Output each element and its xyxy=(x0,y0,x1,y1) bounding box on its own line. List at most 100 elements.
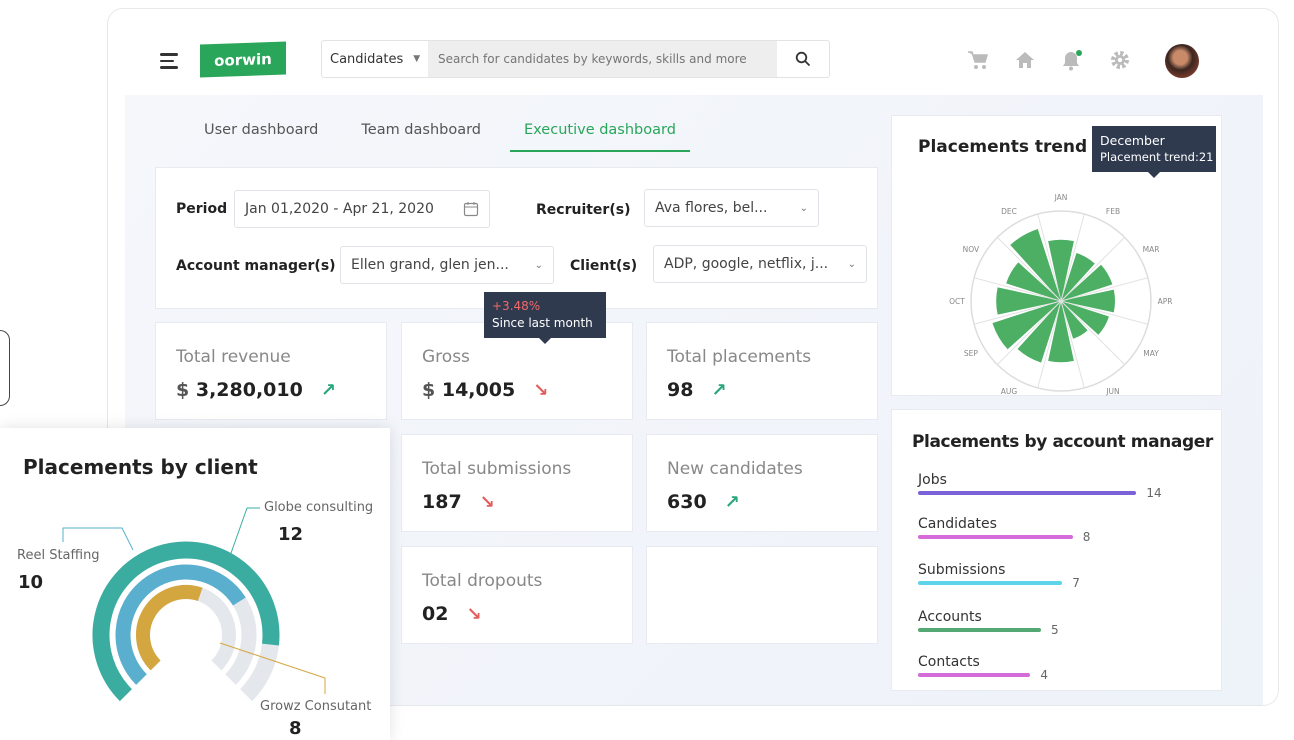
tab-user-dashboard[interactable]: User dashboard xyxy=(204,122,319,138)
radial-bar-chart xyxy=(62,507,326,702)
search-button[interactable] xyxy=(777,41,829,77)
bar-value: 7 xyxy=(1072,576,1080,590)
menu-icon[interactable] xyxy=(160,53,178,73)
polar-wedge-jan[interactable] xyxy=(1048,239,1074,301)
period-value: Jan 01,2020 - Apr 21, 2020 xyxy=(245,201,434,217)
bar-accounts[interactable] xyxy=(918,628,1041,632)
chart-title: Placements trend xyxy=(918,137,1088,157)
search-bar: Candidates ▼ xyxy=(321,40,830,78)
polar-wedge-jul[interactable] xyxy=(1048,301,1074,363)
tooltip-change: +3.48% xyxy=(492,299,541,313)
stat-label: Gross xyxy=(422,347,470,367)
series-value: 10 xyxy=(18,572,44,593)
bell-icon[interactable] xyxy=(1060,48,1084,72)
polar-tooltip: December Placement trend:21 xyxy=(1092,126,1216,178)
polar-axis-label: MAY xyxy=(1143,349,1159,358)
client-label: Client(s) xyxy=(570,258,638,274)
bar-value: 14 xyxy=(1146,486,1162,500)
caret-down-icon: ▼ xyxy=(413,54,421,64)
avatar[interactable] xyxy=(1165,44,1199,78)
series-label: Globe consulting xyxy=(264,500,374,515)
decorative-circle xyxy=(0,330,10,406)
polar-axis-label: NOV xyxy=(963,245,980,254)
stat-value: 630 xyxy=(667,491,707,513)
period-date-picker[interactable]: Jan 01,2020 - Apr 21, 2020 xyxy=(234,190,490,228)
bar-jobs[interactable] xyxy=(918,491,1137,495)
chart-title: Placements by client xyxy=(23,455,258,479)
account-manager-label: Account manager(s) xyxy=(176,258,336,274)
stat-value: 14,005 xyxy=(441,379,516,401)
logo-text: oorwin xyxy=(214,49,272,70)
polar-axis-label: APR xyxy=(1158,297,1173,306)
stat-card[interactable]: New candidates 630 ↗ xyxy=(646,434,878,532)
bar-value: 8 xyxy=(1082,530,1091,544)
polar-spoke xyxy=(973,277,1062,302)
stat-card[interactable]: Total revenue $ 3,280,010 ↗ xyxy=(155,322,387,420)
leader-line xyxy=(219,642,326,694)
bar-label: Submissions xyxy=(918,562,1006,578)
bar-candidates[interactable] xyxy=(918,535,1073,539)
polar-axis-label: MAR xyxy=(1143,245,1160,254)
polar-wedge-oct[interactable] xyxy=(996,287,1061,315)
polar-wedge-feb[interactable] xyxy=(1061,253,1095,301)
cart-icon[interactable] xyxy=(966,48,990,72)
arrow-up-right-icon: ↗ xyxy=(711,379,727,401)
tab-team-dashboard[interactable]: Team dashboard xyxy=(361,122,482,138)
tooltip-note: Since last month xyxy=(492,316,593,330)
search-category-select[interactable]: Candidates ▼ xyxy=(322,41,428,77)
bar-label: Accounts xyxy=(918,609,982,625)
bar-value: 4 xyxy=(1040,668,1049,682)
home-icon[interactable] xyxy=(1013,48,1037,72)
stat-card[interactable]: Gross $ 14,005 ↘ xyxy=(401,322,633,420)
arrow-up-right-icon: ↗ xyxy=(724,491,740,513)
series-value: 12 xyxy=(278,524,304,545)
polar-wedge-aug[interactable] xyxy=(1017,301,1061,363)
stat-label: New candidates xyxy=(667,459,803,479)
polar-spoke xyxy=(1060,300,1085,389)
stat-card[interactable]: Total submissions 187 ↘ xyxy=(401,434,633,532)
polar-wedge-jun[interactable] xyxy=(1061,301,1088,339)
search-input[interactable] xyxy=(428,41,777,77)
stat-card[interactable]: Total placements 98 ↗ xyxy=(646,322,878,420)
account-manager-select[interactable]: Ellen grand, glen jen... ⌄ xyxy=(340,246,554,284)
polar-wedge-may[interactable] xyxy=(1061,301,1109,335)
polar-spoke xyxy=(973,300,1062,325)
recruiter-select[interactable]: Ava flores, bel... ⌄ xyxy=(644,189,819,227)
calendar-icon xyxy=(463,202,479,217)
polar-wedge-dec[interactable] xyxy=(1010,229,1061,301)
series-value: 8 xyxy=(289,718,302,739)
polar-wedge-nov[interactable] xyxy=(1006,262,1061,301)
gear-icon[interactable] xyxy=(1108,48,1132,72)
radial-bar-globe-consulting[interactable] xyxy=(92,541,280,702)
polar-axis-label: JUN xyxy=(1105,387,1119,396)
arrow-down-right-icon: ↘ xyxy=(466,603,482,625)
tab-executive-dashboard[interactable]: Executive dashboard xyxy=(510,118,690,152)
radial-bar-reel-staffing[interactable] xyxy=(115,564,246,685)
polar-axis-label: DEC xyxy=(1001,207,1017,216)
placements-by-account-manager-card: Placements by account manager Jobs 14 Can… xyxy=(891,409,1222,691)
chart-title: Placements by account manager xyxy=(912,432,1213,452)
polar-axis-label: FEB xyxy=(1106,207,1120,216)
bar-submissions[interactable] xyxy=(918,581,1063,585)
logo[interactable]: oorwin xyxy=(200,41,286,78)
stat-card[interactable]: Total dropouts 02 ↘ xyxy=(401,546,633,644)
radial-bar-growz-consutant[interactable] xyxy=(136,585,203,671)
polar-spoke xyxy=(997,300,1062,365)
polar-wedge-sep[interactable] xyxy=(992,301,1061,350)
client-select[interactable]: ADP, google, netflix, j... ⌄ xyxy=(653,245,867,283)
bar-contacts[interactable] xyxy=(918,673,1031,677)
polar-wedge-mar[interactable] xyxy=(1061,264,1113,301)
polar-wedge-apr[interactable] xyxy=(1061,289,1115,313)
account-manager-value: Ellen grand, glen jen... xyxy=(351,257,509,273)
series-label: Growz Consutant xyxy=(260,699,372,714)
stat-label: Total dropouts xyxy=(422,571,543,591)
chevron-down-icon: ⌄ xyxy=(847,258,856,270)
polar-spoke xyxy=(1060,300,1149,325)
empty-stat-card xyxy=(646,546,878,644)
polar-outline xyxy=(970,210,1152,392)
bar-value: 5 xyxy=(1051,623,1059,637)
recruiter-label: Recruiter(s) xyxy=(536,202,631,218)
bar-label: Candidates xyxy=(918,516,997,532)
stat-value: 187 xyxy=(422,491,462,513)
stat-value: 02 xyxy=(422,603,449,625)
